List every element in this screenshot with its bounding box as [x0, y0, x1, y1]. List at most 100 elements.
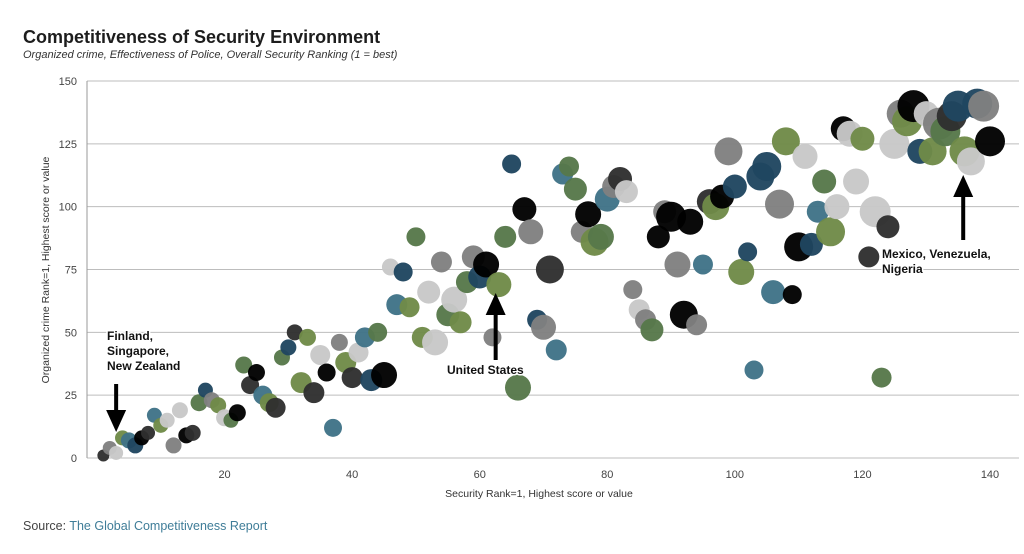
y-tick-label: 50	[65, 327, 77, 339]
source-note: Source: The Global Competitiveness Repor…	[23, 519, 267, 533]
annotation-label: New Zealand	[107, 359, 180, 373]
x-tick-label: 100	[726, 469, 744, 481]
data-point	[559, 156, 580, 177]
annotation-arrows	[106, 175, 974, 432]
data-point	[761, 280, 786, 305]
scatter-chart: 0 25 50 75 100 125 150 20 40 60 80 100 120 140 Finlan…	[40, 76, 1019, 500]
data-point	[473, 251, 500, 278]
data-point	[824, 194, 850, 220]
data-point	[799, 232, 823, 256]
data-point	[518, 219, 544, 245]
data-point	[975, 126, 1005, 157]
data-point	[879, 128, 910, 159]
data-point	[341, 367, 363, 389]
data-point	[430, 251, 452, 273]
data-point	[286, 324, 303, 341]
y-tick-label: 0	[71, 453, 77, 465]
data-point	[714, 137, 743, 166]
data-point	[782, 285, 802, 305]
source-link[interactable]: The Global Competitiveness Report	[69, 519, 268, 533]
data-point	[449, 311, 472, 334]
data-point	[563, 177, 587, 201]
data-point	[876, 215, 900, 239]
data-point	[348, 342, 369, 363]
data-point	[850, 126, 875, 151]
data-point	[494, 225, 517, 248]
data-point	[483, 328, 502, 347]
data-point	[728, 259, 755, 286]
data-point	[280, 339, 297, 356]
x-tick-label: 20	[218, 469, 230, 481]
y-tick-label: 125	[59, 139, 77, 151]
x-axis-label: Security Rank=1, Highest score or value	[445, 488, 633, 500]
data-point	[406, 227, 426, 247]
annotation-arrow-head	[106, 410, 127, 432]
data-point	[190, 394, 208, 412]
data-point	[393, 262, 413, 282]
data-point	[235, 356, 253, 374]
data-point	[871, 367, 892, 388]
data-point	[324, 418, 343, 437]
data-point	[210, 397, 227, 414]
data-point	[310, 344, 331, 365]
data-point	[858, 246, 880, 268]
data-point	[664, 251, 691, 278]
x-tick-label: 140	[981, 469, 999, 481]
data-point	[141, 425, 156, 440]
annotation-label: Mexico, Venezuela,	[882, 247, 991, 261]
data-point	[512, 197, 537, 222]
data-point	[422, 329, 449, 356]
y-tick-label: 100	[59, 202, 77, 214]
data-point	[968, 90, 1000, 122]
y-tick-label: 25	[65, 390, 77, 402]
data-point	[744, 360, 764, 380]
annotation-labels: Finland,Singapore,New Zealand United Stat…	[106, 246, 993, 379]
data-point	[686, 314, 708, 336]
data-point	[228, 404, 246, 422]
data-point	[247, 364, 265, 382]
data-point	[159, 412, 175, 428]
data-point	[575, 201, 602, 228]
annotation-label: Singapore,	[107, 344, 169, 358]
data-point	[417, 280, 441, 304]
data-point	[184, 424, 201, 441]
data-point	[956, 147, 985, 176]
data-point	[812, 169, 837, 194]
data-point	[109, 445, 124, 460]
data-point	[843, 168, 870, 195]
data-point	[298, 328, 316, 346]
data-point	[535, 255, 564, 284]
chart-subtitle: Organized crime, Effectiveness of Police…	[23, 49, 398, 61]
y-tick-label: 150	[59, 76, 77, 88]
data-point	[545, 339, 567, 361]
data-point	[792, 143, 818, 169]
data-point	[806, 200, 829, 223]
data-point	[587, 223, 614, 250]
x-tick-label: 120	[853, 469, 871, 481]
data-point	[640, 318, 664, 342]
data-point	[738, 242, 758, 262]
data-point	[171, 402, 188, 419]
data-point	[368, 322, 388, 342]
data-point	[765, 189, 795, 219]
data-point	[722, 174, 747, 199]
annotation-arrow-head	[953, 175, 974, 197]
data-point	[504, 374, 531, 401]
data-point	[303, 382, 325, 404]
data-point	[677, 208, 704, 235]
data-point	[623, 280, 643, 300]
data-point	[441, 286, 468, 313]
data-point	[165, 437, 182, 454]
axis-ticks: 0 25 50 75 100 125 150 20 40 60 80 100 120 140	[59, 76, 1000, 481]
chart-title: Competitiveness of Security Environment	[23, 27, 381, 47]
x-tick-label: 60	[474, 469, 486, 481]
annotation-arrow-head	[485, 293, 506, 315]
data-point	[317, 363, 336, 382]
data-point	[371, 362, 398, 389]
data-point	[330, 333, 348, 351]
data-points	[97, 88, 1005, 462]
y-axis-label: Organized crime Rank=1, Highest score or…	[40, 156, 52, 383]
data-point	[646, 225, 670, 249]
annotation-label: Nigeria	[882, 262, 923, 276]
x-tick-label: 80	[601, 469, 613, 481]
